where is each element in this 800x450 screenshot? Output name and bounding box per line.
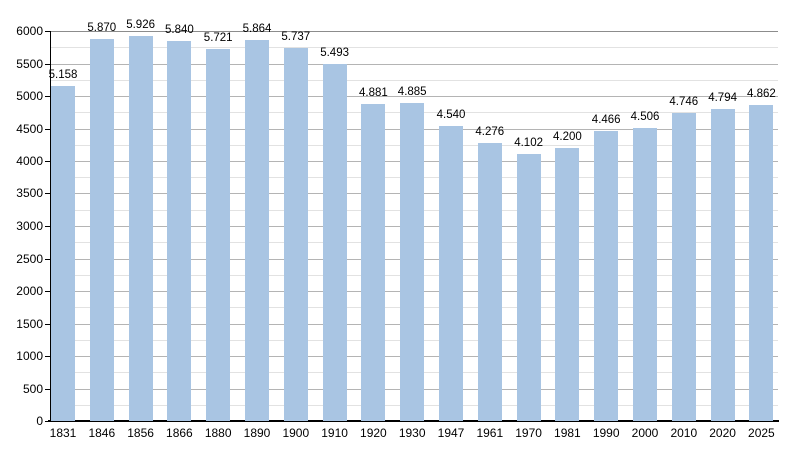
bar-1856	[128, 35, 153, 421]
y-tick-3000	[45, 226, 50, 227]
x-axis-line	[48, 420, 779, 422]
bar-2025	[749, 104, 774, 421]
x-axis-label-1890: 1890	[243, 426, 271, 440]
x-axis-label-1947: 1947	[437, 426, 465, 440]
y-axis-label-2000: 2000	[16, 284, 43, 298]
gridline-6000	[51, 31, 778, 32]
gridline-5000	[51, 96, 778, 97]
bar-value-label-1890: 5.864	[242, 22, 272, 35]
bar-1981	[555, 148, 580, 421]
bar-value-label-1856: 5.926	[126, 18, 155, 31]
y-axis-label-3500: 3500	[16, 186, 43, 200]
x-axis-label-1880: 1880	[204, 426, 232, 440]
bar-value-label-1910: 5.493	[320, 46, 349, 59]
y-axis-label-1000: 1000	[16, 349, 43, 363]
y-tick-1500	[45, 324, 50, 325]
bar-1831	[51, 85, 75, 421]
y-tick-1000	[45, 356, 50, 357]
bar-1970	[516, 154, 541, 421]
gridline-5750	[51, 47, 778, 48]
y-axis-label-5500: 5500	[16, 57, 43, 71]
y-axis-label-3000: 3000	[16, 219, 43, 233]
bar-1920	[361, 103, 386, 421]
x-axis-label-1920: 1920	[360, 426, 387, 440]
bar-value-label-1990: 4.466	[591, 113, 621, 126]
bar-value-label-2025: 4.862	[747, 87, 776, 100]
x-axis-label-1866: 1866	[166, 426, 193, 440]
bar-1910	[322, 63, 347, 421]
bar-value-label-2000: 4.506	[630, 111, 660, 124]
y-tick-4000	[45, 161, 50, 162]
y-axis-label-4000: 4000	[16, 154, 43, 168]
y-tick-6000	[45, 31, 50, 32]
bar-2000	[633, 128, 657, 421]
bar-value-label-1961: 4.276	[475, 126, 505, 139]
y-axis-line	[50, 31, 51, 422]
bar-value-label-1900: 5.737	[281, 31, 311, 44]
bar-value-label-1981: 4.200	[553, 131, 582, 143]
bar-1961	[477, 143, 502, 421]
bar-value-label-1880: 5.721	[203, 32, 233, 45]
y-tick-3500	[45, 193, 50, 194]
y-axis-label-0: 0	[36, 414, 43, 428]
bar-2020	[710, 109, 735, 421]
bar-value-label-1930: 4.885	[397, 86, 427, 99]
x-axis-label-1846: 1846	[88, 426, 116, 440]
x-axis-label-1831: 1831	[49, 426, 77, 440]
x-axis-label-1961: 1961	[476, 426, 504, 440]
y-tick-5000	[45, 96, 50, 97]
bar-value-label-1920: 4.881	[359, 86, 388, 99]
y-axis-label-2500: 2500	[16, 252, 43, 266]
y-axis-label-5000: 5000	[16, 89, 43, 103]
bar-1880	[206, 49, 231, 421]
bar-value-label-1970: 4.102	[514, 137, 543, 150]
bar-2010	[671, 112, 696, 421]
bar-1900	[283, 48, 308, 421]
y-tick-2500	[45, 259, 50, 260]
y-tick-0	[45, 421, 50, 422]
gridline-5250	[51, 80, 778, 81]
bar-value-label-1866: 5.840	[165, 24, 194, 37]
y-axis-label-1500: 1500	[16, 317, 43, 331]
y-axis-label-4500: 4500	[16, 122, 43, 136]
x-axis-label-1856: 1856	[127, 426, 154, 440]
y-axis-label-500: 500	[22, 382, 43, 396]
bar-1947	[439, 125, 463, 421]
bar-1866	[167, 41, 192, 421]
bar-1990	[594, 130, 619, 421]
x-axis-label-2000: 2000	[631, 426, 659, 440]
x-axis-label-1900: 1900	[282, 426, 310, 440]
x-axis-label-2010: 2010	[670, 426, 698, 440]
x-axis-label-1970: 1970	[515, 426, 542, 440]
x-axis-label-1910: 1910	[321, 426, 348, 440]
y-tick-5500	[45, 64, 50, 65]
y-axis-label-6000: 6000	[16, 24, 43, 38]
bar-value-label-2010: 4.746	[669, 95, 699, 108]
y-tick-4500	[45, 129, 50, 130]
bar-value-label-2020: 4.794	[708, 92, 737, 105]
bar-1890	[245, 39, 269, 421]
x-axis-label-2025: 2025	[748, 426, 775, 440]
y-tick-500	[45, 389, 50, 390]
bar-value-label-1846: 5.870	[87, 22, 117, 35]
gridline-5500	[51, 64, 778, 65]
bar-value-label-1947: 4.540	[436, 108, 466, 121]
x-axis-label-1990: 1990	[592, 426, 620, 440]
x-axis-label-1930: 1930	[398, 426, 426, 440]
x-axis-label-1981: 1981	[554, 426, 581, 440]
bar-1846	[89, 39, 114, 421]
bar-value-label-1831: 5.158	[48, 68, 78, 81]
x-axis-label-2020: 2020	[709, 426, 736, 440]
bar-1930	[400, 103, 425, 421]
y-tick-2000	[45, 291, 50, 292]
